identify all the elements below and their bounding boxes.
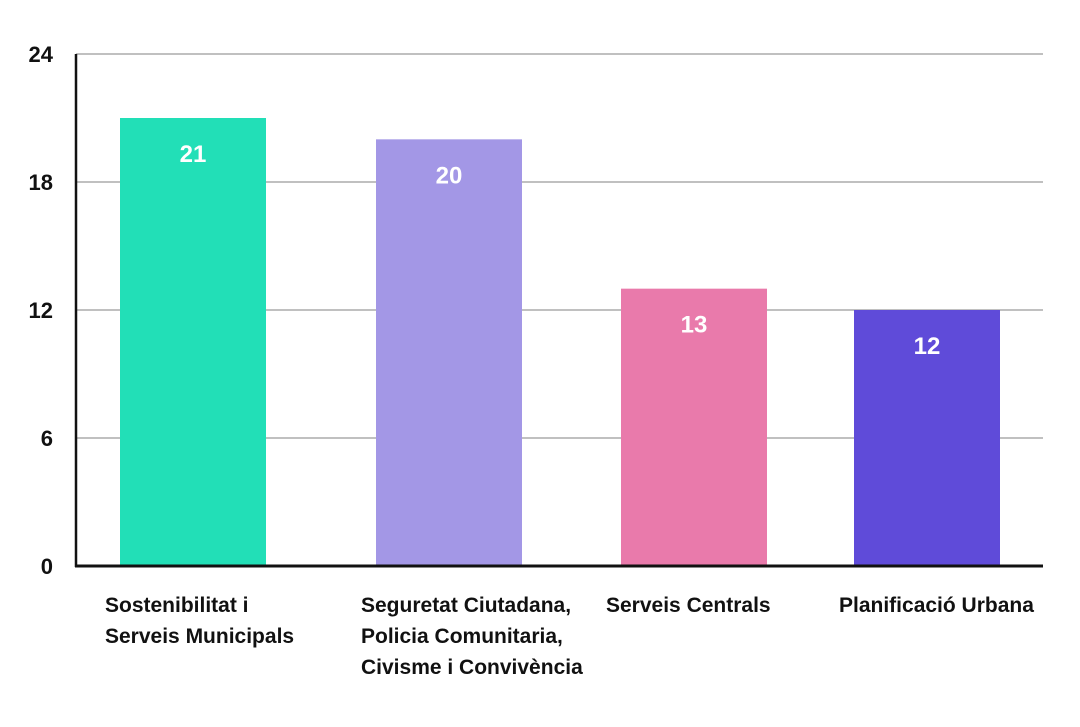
y-tick-label: 12: [29, 298, 53, 323]
x-category-label: Serveis Municipals: [105, 625, 294, 648]
bar-value-label: 21: [180, 141, 207, 168]
x-category-label: Planificació Urbana: [839, 594, 1034, 617]
bar-4: [854, 310, 1000, 566]
axes: [74, 54, 1043, 568]
y-tick-label: 24: [29, 42, 54, 67]
bar-value-label: 12: [914, 333, 941, 360]
x-category-label: Policia Comunitaria,: [361, 625, 563, 648]
y-tick-label: 0: [41, 554, 53, 579]
bar-value-label: 20: [436, 162, 463, 189]
x-category-label: Serveis Centrals: [606, 594, 771, 617]
y-tick-label: 18: [29, 170, 53, 195]
bar-1: [120, 118, 266, 566]
bar-3: [621, 288, 767, 566]
x-category-label: Seguretat Ciutadana,: [361, 594, 571, 617]
labels: 0 6 12 18 24 21 20 13 12 Sostenibilitat i Serveis …: [29, 42, 1035, 679]
bars: [120, 118, 1000, 567]
x-category-label: Sostenibilitat i: [105, 594, 249, 617]
bar-2: [376, 139, 522, 567]
x-category-label: Civisme i Convivència: [361, 656, 583, 679]
y-tick-label: 6: [41, 426, 53, 451]
bar-value-label: 13: [681, 312, 708, 339]
